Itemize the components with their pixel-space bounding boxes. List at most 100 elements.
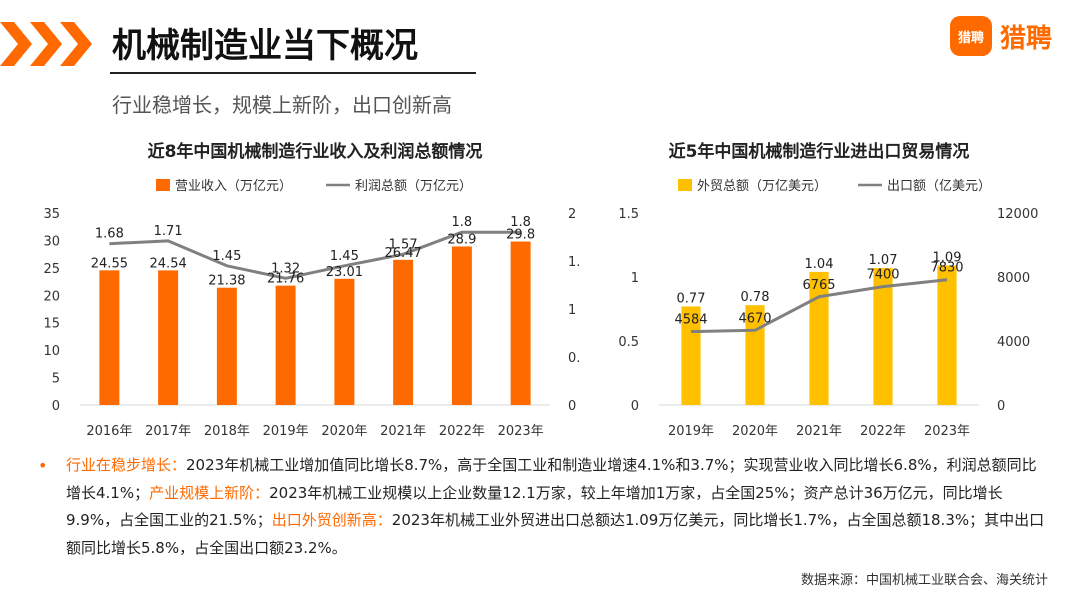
bar-data-label: 26.47	[385, 246, 422, 261]
data-source: 数据来源：中国机械工业联合会、海关统计	[800, 573, 1048, 588]
line-data-label: 1.71	[154, 224, 183, 239]
bar-data-label: 0.78	[741, 290, 770, 305]
bar	[393, 259, 414, 405]
chart-title: 近5年中国机械制造行业进出口贸易情况	[669, 141, 970, 162]
chart-legend: 外贸总额（万亿美元） 出口额（亿美元）	[678, 179, 991, 194]
bar-data-label: 1.07	[869, 253, 898, 268]
chart-legend: 营业收入（万亿元） 利润总额（万亿元）	[156, 179, 472, 194]
y-left-tick-label: 0	[52, 399, 60, 414]
line-data-label: 1.45	[212, 249, 241, 264]
y-right-tick-label: 8000	[997, 271, 1030, 286]
line-data-label: 1.8	[452, 215, 473, 230]
bar	[99, 270, 120, 405]
bar	[275, 285, 296, 405]
bar	[809, 271, 829, 405]
x-tick-label: 2022年	[439, 424, 485, 439]
logo: 猎聘 猎聘	[950, 16, 1052, 56]
y-left-tick-label: 1.5	[618, 207, 639, 222]
bar-data-label: 21.38	[208, 274, 245, 289]
legend-label-line: 出口额（亿美元）	[887, 179, 991, 194]
y-left-tick-label: 10	[43, 344, 60, 359]
line-data-label: 7830	[930, 261, 963, 276]
bar	[937, 265, 957, 405]
logo-text: 猎聘	[1000, 23, 1053, 54]
y-left-tick-label: 1	[631, 271, 639, 286]
x-tick-label: 2023年	[924, 424, 970, 439]
line-data-label: 1.57	[389, 237, 418, 252]
summary-text: • 行业在稳步增长：2023年机械工业增加值同比增长8.7%，高于全国工业和制造…	[38, 452, 1050, 562]
y-left-tick-label: 15	[43, 317, 60, 332]
text-scale: 2023年机械工业规模以上企业数量12.1万家，较上年增加1万家，占全国25%；…	[66, 483, 1003, 530]
x-tick-label: 2021年	[380, 424, 426, 439]
series-line	[109, 230, 521, 280]
legend-swatch-bar	[678, 179, 692, 191]
legend-swatch-bar	[156, 179, 170, 191]
y-left-tick-label: 20	[43, 289, 60, 304]
y-right-tick-label: 12000	[997, 207, 1038, 222]
y-right-tick-label: 0	[568, 399, 576, 414]
bar	[510, 241, 531, 405]
chevron-arrows-icon	[0, 22, 92, 66]
line-data-label: 1.32	[271, 261, 300, 276]
y-left-tick-label: 25	[43, 262, 60, 277]
bullet-icon: •	[38, 456, 48, 475]
legend-label-line: 利润总额（万亿元）	[355, 179, 472, 194]
y-left-tick-label: 5	[52, 372, 60, 387]
bar-data-label: 24.54	[150, 256, 187, 271]
highlight-scale: 产业规模上新阶：	[149, 483, 270, 502]
bar-data-label: 21.76	[267, 272, 304, 287]
bar-data-label: 24.55	[91, 256, 128, 271]
bar	[451, 246, 472, 405]
y-right-tick-label: 1	[568, 303, 576, 318]
y-left-tick-label: 0.5	[618, 335, 639, 350]
x-tick-label: 2020年	[321, 424, 367, 439]
line-data-label: 6765	[802, 278, 835, 293]
x-tick-label: 2022年	[860, 424, 906, 439]
x-tick-label: 2020年	[732, 424, 778, 439]
highlight-export: 出口外贸创新高：	[271, 511, 392, 529]
bar	[873, 268, 893, 405]
x-tick-label: 2017年	[145, 424, 191, 439]
y-right-tick-label: 2	[568, 207, 576, 222]
x-tick-label: 2019年	[263, 424, 309, 439]
bar-data-label: 29.8	[506, 228, 535, 243]
text-export: 2023年机械工业外贸进出口总额达1.09万亿美元，同比增长1.7%，占全国总额…	[66, 511, 1045, 557]
text-growth: 2023年机械工业增加值同比增长8.7%，高于全国工业和制造业增速4.1%和3.…	[66, 456, 1037, 502]
line-data-label: 1.8	[510, 215, 531, 230]
y-left-tick-label: 30	[43, 234, 60, 249]
page-subtitle: 行业稳增长，规模上新阶，出口创新高	[112, 93, 452, 117]
y-left-tick-label: 35	[43, 207, 60, 222]
bar-data-label: 1.04	[805, 257, 834, 272]
bar-data-label: 28.9	[447, 232, 476, 247]
x-tick-label: 2023年	[498, 424, 544, 439]
y-right-tick-label: 0.5	[568, 351, 580, 366]
x-tick-label: 2016年	[86, 424, 132, 439]
legend-label-bar: 营业收入（万亿元）	[175, 179, 292, 194]
bar-data-label: 0.77	[677, 291, 706, 306]
legend-label-bar: 外贸总额（万亿美元）	[697, 179, 827, 194]
y-right-tick-label: 0	[997, 399, 1005, 414]
highlight-growth: 行业在稳步增长：	[66, 456, 187, 474]
bar	[334, 278, 355, 405]
x-tick-label: 2018年	[204, 424, 250, 439]
bar-data-label: 23.01	[326, 265, 363, 280]
bar	[216, 287, 237, 405]
bar	[158, 270, 179, 405]
page-title: 机械制造业当下概况	[112, 26, 418, 66]
y-left-tick-label: 0	[631, 399, 639, 414]
series-line	[690, 278, 948, 334]
chart-title: 近8年中国机械制造行业收入及利润总额情况	[148, 141, 483, 162]
x-tick-label: 2021年	[796, 424, 842, 439]
y-right-tick-label: 4000	[997, 335, 1030, 350]
line-data-label: 1.45	[330, 249, 359, 264]
line-data-label: 1.68	[95, 227, 124, 242]
line-data-label: 7400	[866, 268, 899, 283]
y-right-tick-label: 1.5	[568, 255, 580, 270]
title-underline	[110, 72, 476, 74]
x-tick-label: 2019年	[668, 424, 714, 439]
bar-data-label: 1.09	[933, 250, 962, 265]
line-data-label: 4670	[738, 311, 771, 326]
logo-icon: 猎聘	[950, 16, 992, 56]
